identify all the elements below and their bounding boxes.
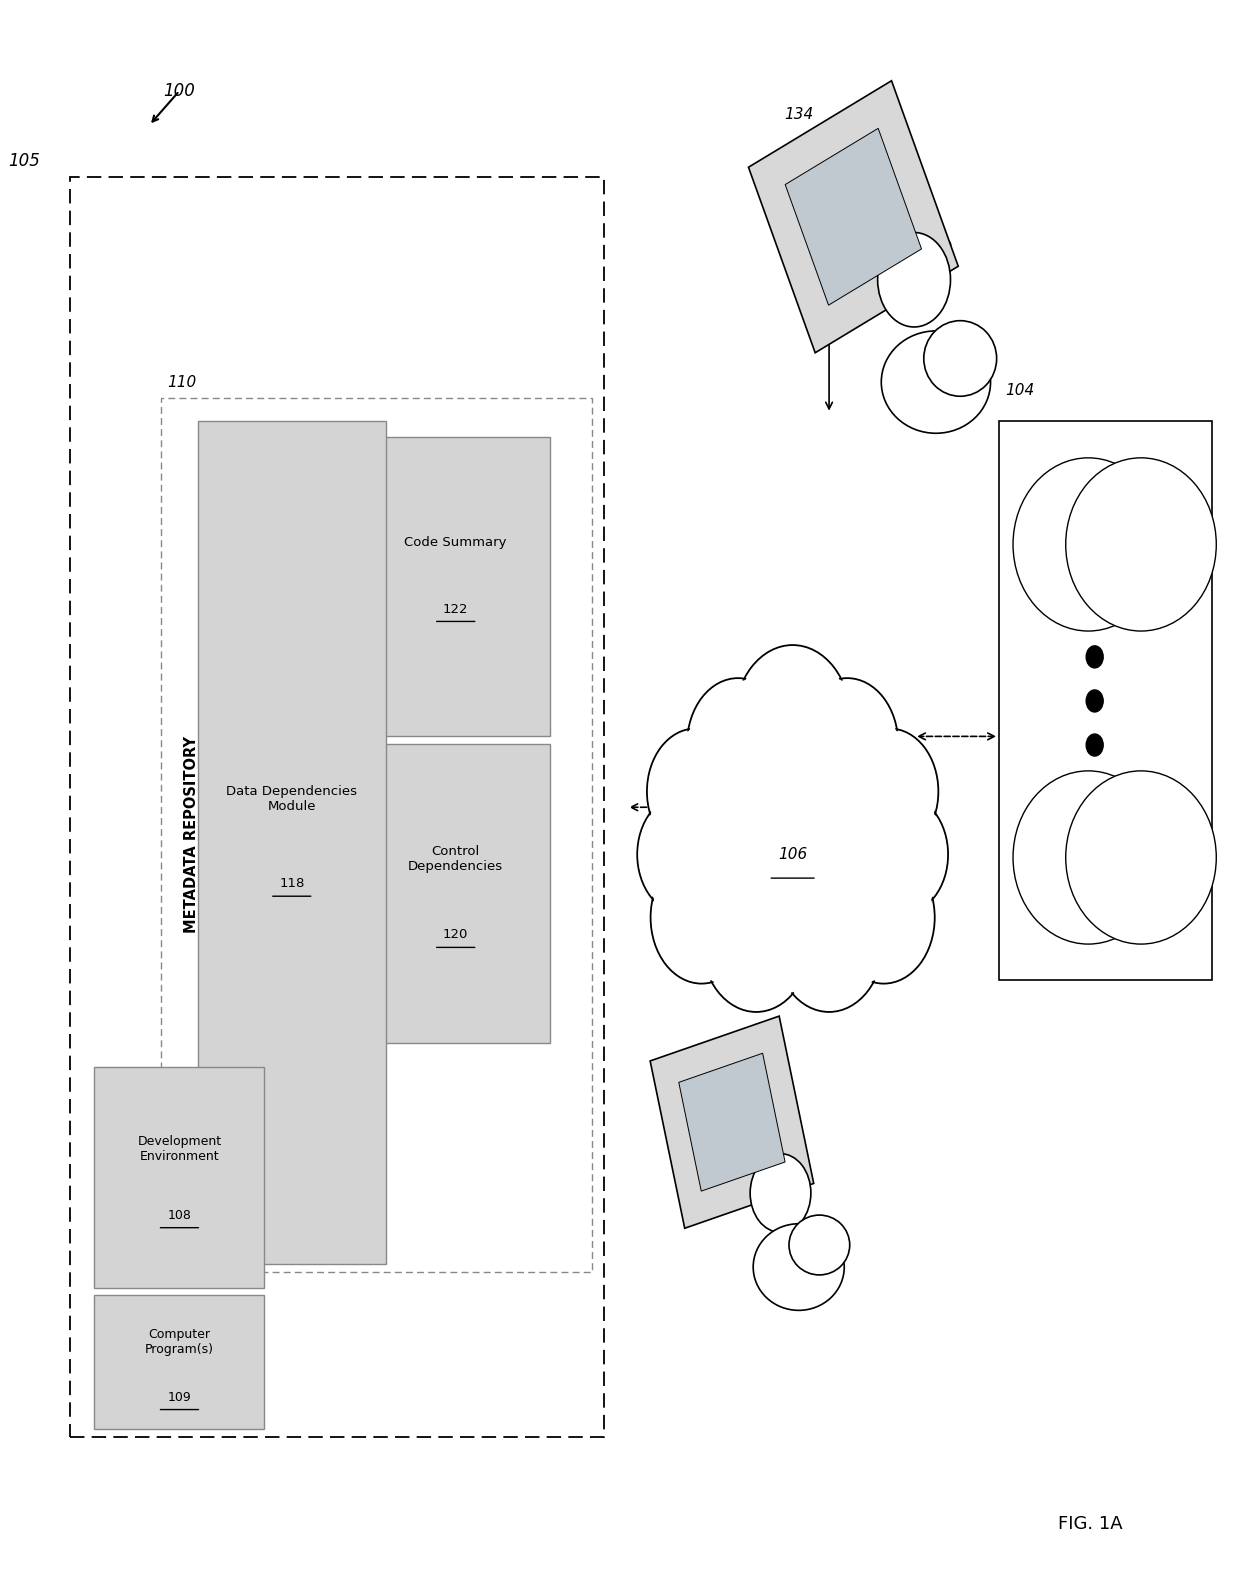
Polygon shape bbox=[650, 1016, 813, 1228]
Circle shape bbox=[1086, 646, 1104, 668]
Bar bbox=[94, 1295, 264, 1429]
Text: 106: 106 bbox=[777, 847, 807, 863]
Circle shape bbox=[667, 787, 797, 955]
Circle shape bbox=[703, 872, 810, 1010]
Circle shape bbox=[651, 852, 753, 983]
Text: 109: 109 bbox=[167, 1390, 191, 1404]
Polygon shape bbox=[678, 1053, 785, 1190]
Ellipse shape bbox=[924, 321, 997, 396]
Circle shape bbox=[878, 233, 951, 328]
Text: 120: 120 bbox=[443, 929, 469, 942]
Circle shape bbox=[1086, 690, 1104, 712]
Circle shape bbox=[1086, 735, 1104, 757]
Ellipse shape bbox=[1013, 771, 1163, 943]
Text: 102: 102 bbox=[802, 1265, 832, 1279]
Polygon shape bbox=[785, 128, 921, 306]
Ellipse shape bbox=[1013, 457, 1163, 632]
Text: Control
Dependencies: Control Dependencies bbox=[408, 845, 503, 874]
Circle shape bbox=[637, 795, 729, 915]
Bar bbox=[999, 421, 1211, 980]
Circle shape bbox=[639, 796, 728, 912]
Circle shape bbox=[857, 796, 946, 912]
Circle shape bbox=[797, 681, 897, 809]
Text: 122: 122 bbox=[443, 603, 469, 616]
Text: 100: 100 bbox=[164, 82, 196, 100]
Circle shape bbox=[715, 739, 869, 939]
Circle shape bbox=[750, 1154, 811, 1233]
Ellipse shape bbox=[1065, 457, 1216, 632]
Text: 103: 103 bbox=[681, 1059, 711, 1075]
Circle shape bbox=[775, 871, 884, 1012]
Circle shape bbox=[843, 730, 937, 853]
Circle shape bbox=[789, 787, 918, 955]
Bar bbox=[362, 437, 549, 736]
Text: FIG. 1A: FIG. 1A bbox=[1058, 1515, 1122, 1532]
Text: Data Dependencies
Module: Data Dependencies Module bbox=[226, 785, 357, 812]
Ellipse shape bbox=[789, 1216, 849, 1274]
Circle shape bbox=[786, 784, 920, 956]
Circle shape bbox=[776, 872, 882, 1010]
Text: 110: 110 bbox=[167, 375, 197, 389]
Circle shape bbox=[687, 678, 789, 810]
Text: METADATA REPOSITORY: METADATA REPOSITORY bbox=[184, 736, 200, 934]
Text: 105: 105 bbox=[7, 152, 40, 169]
Bar bbox=[71, 177, 604, 1437]
Circle shape bbox=[841, 728, 939, 855]
Circle shape bbox=[835, 853, 934, 981]
Ellipse shape bbox=[1065, 771, 1216, 943]
Text: 130: 130 bbox=[924, 241, 954, 256]
Bar bbox=[197, 421, 386, 1263]
Circle shape bbox=[734, 644, 851, 796]
Text: 134: 134 bbox=[784, 108, 813, 122]
Circle shape bbox=[649, 730, 743, 853]
Circle shape bbox=[737, 647, 849, 795]
Polygon shape bbox=[749, 81, 959, 353]
Circle shape bbox=[833, 852, 935, 983]
Text: 104: 104 bbox=[1006, 383, 1034, 397]
Circle shape bbox=[688, 681, 787, 809]
Text: 108: 108 bbox=[167, 1209, 191, 1222]
Circle shape bbox=[665, 784, 799, 956]
Circle shape bbox=[714, 736, 872, 940]
Ellipse shape bbox=[882, 331, 991, 434]
Bar bbox=[362, 744, 549, 1043]
Circle shape bbox=[647, 728, 744, 855]
Text: Code Summary: Code Summary bbox=[404, 537, 507, 549]
Bar bbox=[94, 1067, 264, 1287]
Bar bbox=[161, 397, 593, 1271]
Circle shape bbox=[796, 678, 898, 810]
Circle shape bbox=[702, 871, 811, 1012]
Text: Development
Environment: Development Environment bbox=[138, 1135, 222, 1164]
Text: 118: 118 bbox=[279, 877, 305, 890]
Circle shape bbox=[652, 853, 751, 981]
Ellipse shape bbox=[753, 1224, 844, 1311]
Circle shape bbox=[856, 795, 949, 915]
Text: Computer
Program(s): Computer Program(s) bbox=[145, 1328, 215, 1357]
